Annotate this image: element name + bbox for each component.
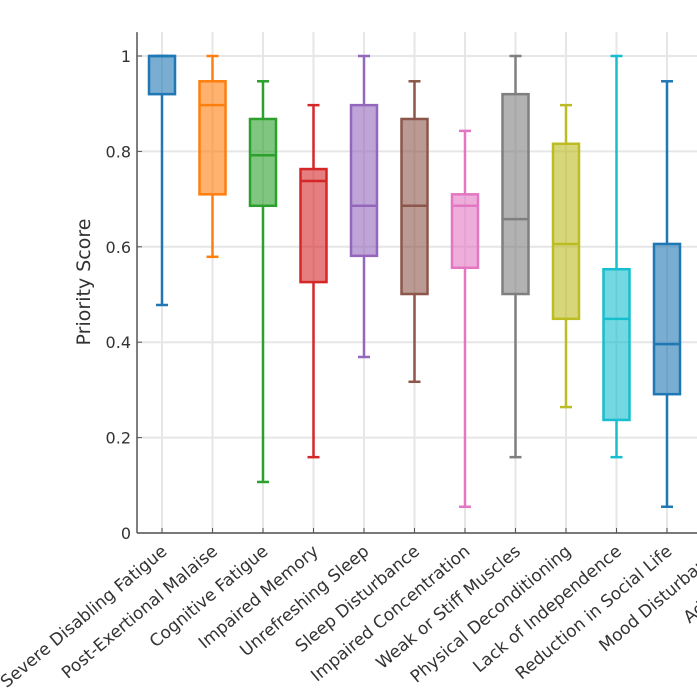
box-3 [248, 80, 278, 484]
box-1 [147, 54, 177, 307]
box-2 [198, 54, 227, 259]
box-11 [652, 80, 682, 509]
iqr-box [551, 142, 581, 321]
iqr-box [652, 242, 682, 396]
iqr-box [349, 103, 379, 258]
box-6 [400, 80, 429, 384]
box-7 [450, 129, 480, 509]
box-10 [602, 54, 631, 459]
iqr-box [147, 54, 177, 96]
iqr-box [198, 80, 227, 196]
y-tick-label: 0.2 [106, 429, 131, 448]
y-tick-label: 0 [121, 524, 131, 543]
box-4 [299, 103, 328, 459]
y-tick-label: 1 [121, 47, 131, 66]
iqr-box [248, 117, 278, 208]
boxes [147, 54, 682, 509]
y-tick-label: 0.6 [106, 238, 131, 257]
iqr-box [299, 167, 328, 284]
y-axis-label: Priority Score [73, 219, 95, 346]
box-9 [551, 103, 581, 409]
y-tick-label: 0.4 [106, 333, 131, 352]
iqr-box [501, 92, 530, 296]
box-8 [501, 54, 530, 459]
box-5 [349, 54, 379, 359]
y-tick-label: 0.8 [106, 142, 131, 161]
iqr-box [602, 267, 631, 422]
